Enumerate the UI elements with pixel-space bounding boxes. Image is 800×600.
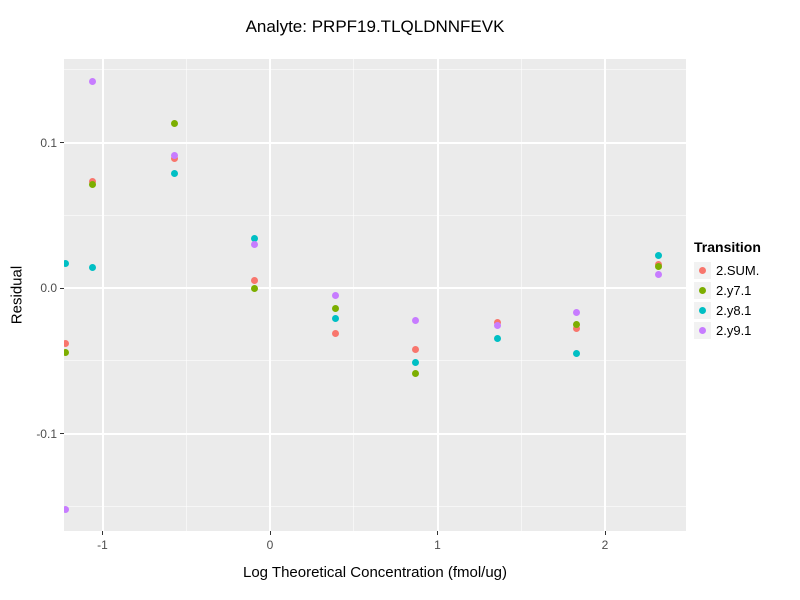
y-tick-label: -0.1: [36, 426, 57, 441]
x-tick-mark: [269, 531, 271, 535]
x-major-gridline: [101, 59, 104, 531]
data-point: [655, 262, 663, 270]
chart-title: Analyte: PRPF19.TLQLDNNFEVK: [245, 17, 505, 36]
data-point: [171, 169, 179, 177]
data-point: [171, 152, 179, 160]
legend-key-dot: [699, 287, 706, 294]
x-tick-label: -1: [97, 538, 108, 552]
legend-key: [694, 282, 711, 299]
data-point: [573, 325, 581, 333]
legend-title: Transition: [694, 239, 761, 255]
x-tick-label: 1: [434, 538, 441, 552]
data-point: [331, 329, 339, 337]
y-major-gridline: [64, 141, 686, 144]
data-point: [655, 252, 663, 260]
data-point: [64, 259, 70, 267]
x-minor-gridline: [520, 59, 522, 531]
data-point: [494, 322, 502, 330]
y-minor-gridline: [64, 505, 686, 507]
legend-key-dot: [699, 307, 706, 314]
y-tick-label: 0.1: [40, 135, 57, 150]
data-point: [573, 320, 581, 328]
y-major-gridline: [64, 432, 686, 435]
legend-key-dot: [699, 267, 706, 274]
y-tick-label: 0.0: [40, 281, 57, 295]
data-point: [655, 271, 663, 279]
data-point: [412, 316, 420, 324]
legend-item: 2.y8.1: [694, 302, 798, 319]
legend-key: [694, 262, 711, 279]
legend-item-label: 2.y7.1: [716, 283, 752, 298]
data-point: [88, 264, 96, 272]
x-tick-label: 0: [266, 538, 274, 552]
y-minor-gridline: [64, 214, 686, 216]
legend: Transition 2.SUM. 2.y7.1 2.y8.1 2.y9.1: [694, 239, 798, 342]
data-point: [251, 284, 259, 292]
data-point: [573, 349, 581, 357]
legend-key: [694, 322, 711, 339]
legend-items: 2.SUM. 2.y7.1 2.y8.1 2.y9.1: [694, 262, 798, 339]
data-point: [412, 358, 420, 366]
legend-key-dot: [699, 327, 706, 334]
x-minor-gridline: [185, 59, 187, 531]
x-minor-gridline: [353, 59, 355, 531]
x-tick-mark: [102, 531, 103, 535]
legend-item-label: 2.SUM.: [716, 263, 760, 278]
data-point: [171, 120, 179, 128]
data-point: [64, 339, 70, 347]
y-major-gridline: [64, 287, 686, 289]
y-axis-title: Residual: [8, 265, 26, 325]
data-point: [331, 304, 339, 312]
data-point: [494, 335, 502, 343]
legend-item-label: 2.y9.1: [716, 323, 752, 338]
data-point: [251, 277, 259, 285]
x-tick-mark: [437, 531, 438, 535]
y-tick-mark: [60, 142, 64, 143]
y-minor-gridline: [64, 69, 686, 71]
data-point: [331, 291, 339, 299]
x-tick-label: 2: [601, 538, 609, 552]
legend-item: 2.SUM.: [694, 262, 798, 279]
data-point: [251, 235, 259, 243]
legend-item: 2.y9.1: [694, 322, 798, 339]
x-axis-title: Log Theoretical Concentration (fmol/ug): [242, 564, 508, 581]
x-major-gridline: [269, 59, 271, 531]
y-minor-gridline: [64, 360, 686, 362]
data-point: [331, 315, 339, 323]
data-point: [251, 240, 259, 248]
data-point: [88, 181, 96, 189]
data-point: [573, 309, 581, 317]
data-point: [88, 77, 96, 85]
legend-item-label: 2.y8.1: [716, 303, 752, 318]
data-point: [412, 345, 420, 353]
legend-item: 2.y7.1: [694, 282, 798, 299]
data-point: [64, 505, 70, 513]
data-point: [412, 370, 420, 378]
y-tick-mark: [60, 433, 64, 434]
plot-panel: [64, 59, 686, 531]
legend-key: [694, 302, 711, 319]
y-tick-mark: [60, 287, 64, 289]
x-tick-mark: [604, 531, 606, 535]
x-major-gridline: [604, 59, 606, 531]
data-point: [64, 348, 70, 356]
x-major-gridline: [436, 59, 439, 531]
